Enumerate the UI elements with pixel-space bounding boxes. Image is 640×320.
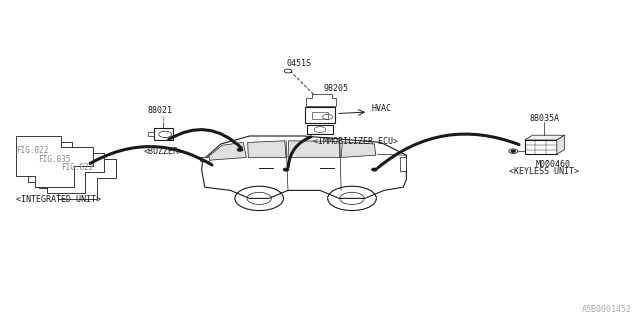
Polygon shape [39, 148, 116, 199]
FancyBboxPatch shape [305, 107, 335, 123]
Text: 88035A: 88035A [529, 114, 559, 123]
Polygon shape [202, 136, 406, 198]
Polygon shape [28, 142, 104, 193]
Text: <BUZZER>: <BUZZER> [143, 147, 183, 156]
Circle shape [511, 150, 515, 152]
Text: FIG.822: FIG.822 [61, 163, 93, 172]
FancyBboxPatch shape [312, 112, 328, 119]
Text: 0451S: 0451S [287, 59, 312, 68]
Polygon shape [288, 141, 340, 157]
Circle shape [284, 168, 289, 171]
Polygon shape [200, 157, 209, 161]
Polygon shape [525, 140, 557, 155]
Circle shape [372, 168, 377, 171]
Text: FIG.835: FIG.835 [38, 155, 71, 164]
Text: M000460: M000460 [536, 160, 571, 169]
Text: <KEYLESS UNIT>: <KEYLESS UNIT> [509, 167, 579, 176]
Text: 98205: 98205 [323, 84, 348, 93]
FancyBboxPatch shape [307, 125, 333, 134]
FancyBboxPatch shape [154, 128, 173, 140]
FancyBboxPatch shape [148, 132, 154, 136]
Polygon shape [204, 142, 246, 161]
Text: FIG.822: FIG.822 [16, 146, 49, 155]
Circle shape [237, 148, 243, 151]
Text: <IMMOBILIZER ECU>: <IMMOBILIZER ECU> [313, 137, 397, 146]
Polygon shape [248, 141, 286, 157]
Text: HVAC: HVAC [371, 104, 391, 113]
Text: <INTEGRATED UNIT>: <INTEGRATED UNIT> [16, 195, 101, 204]
Polygon shape [341, 142, 376, 157]
Polygon shape [557, 135, 564, 155]
Polygon shape [306, 94, 336, 106]
Polygon shape [16, 136, 93, 187]
Polygon shape [525, 135, 564, 140]
Text: 88021: 88021 [147, 106, 173, 115]
FancyBboxPatch shape [400, 157, 406, 171]
Text: A5B0001452: A5B0001452 [582, 305, 632, 314]
